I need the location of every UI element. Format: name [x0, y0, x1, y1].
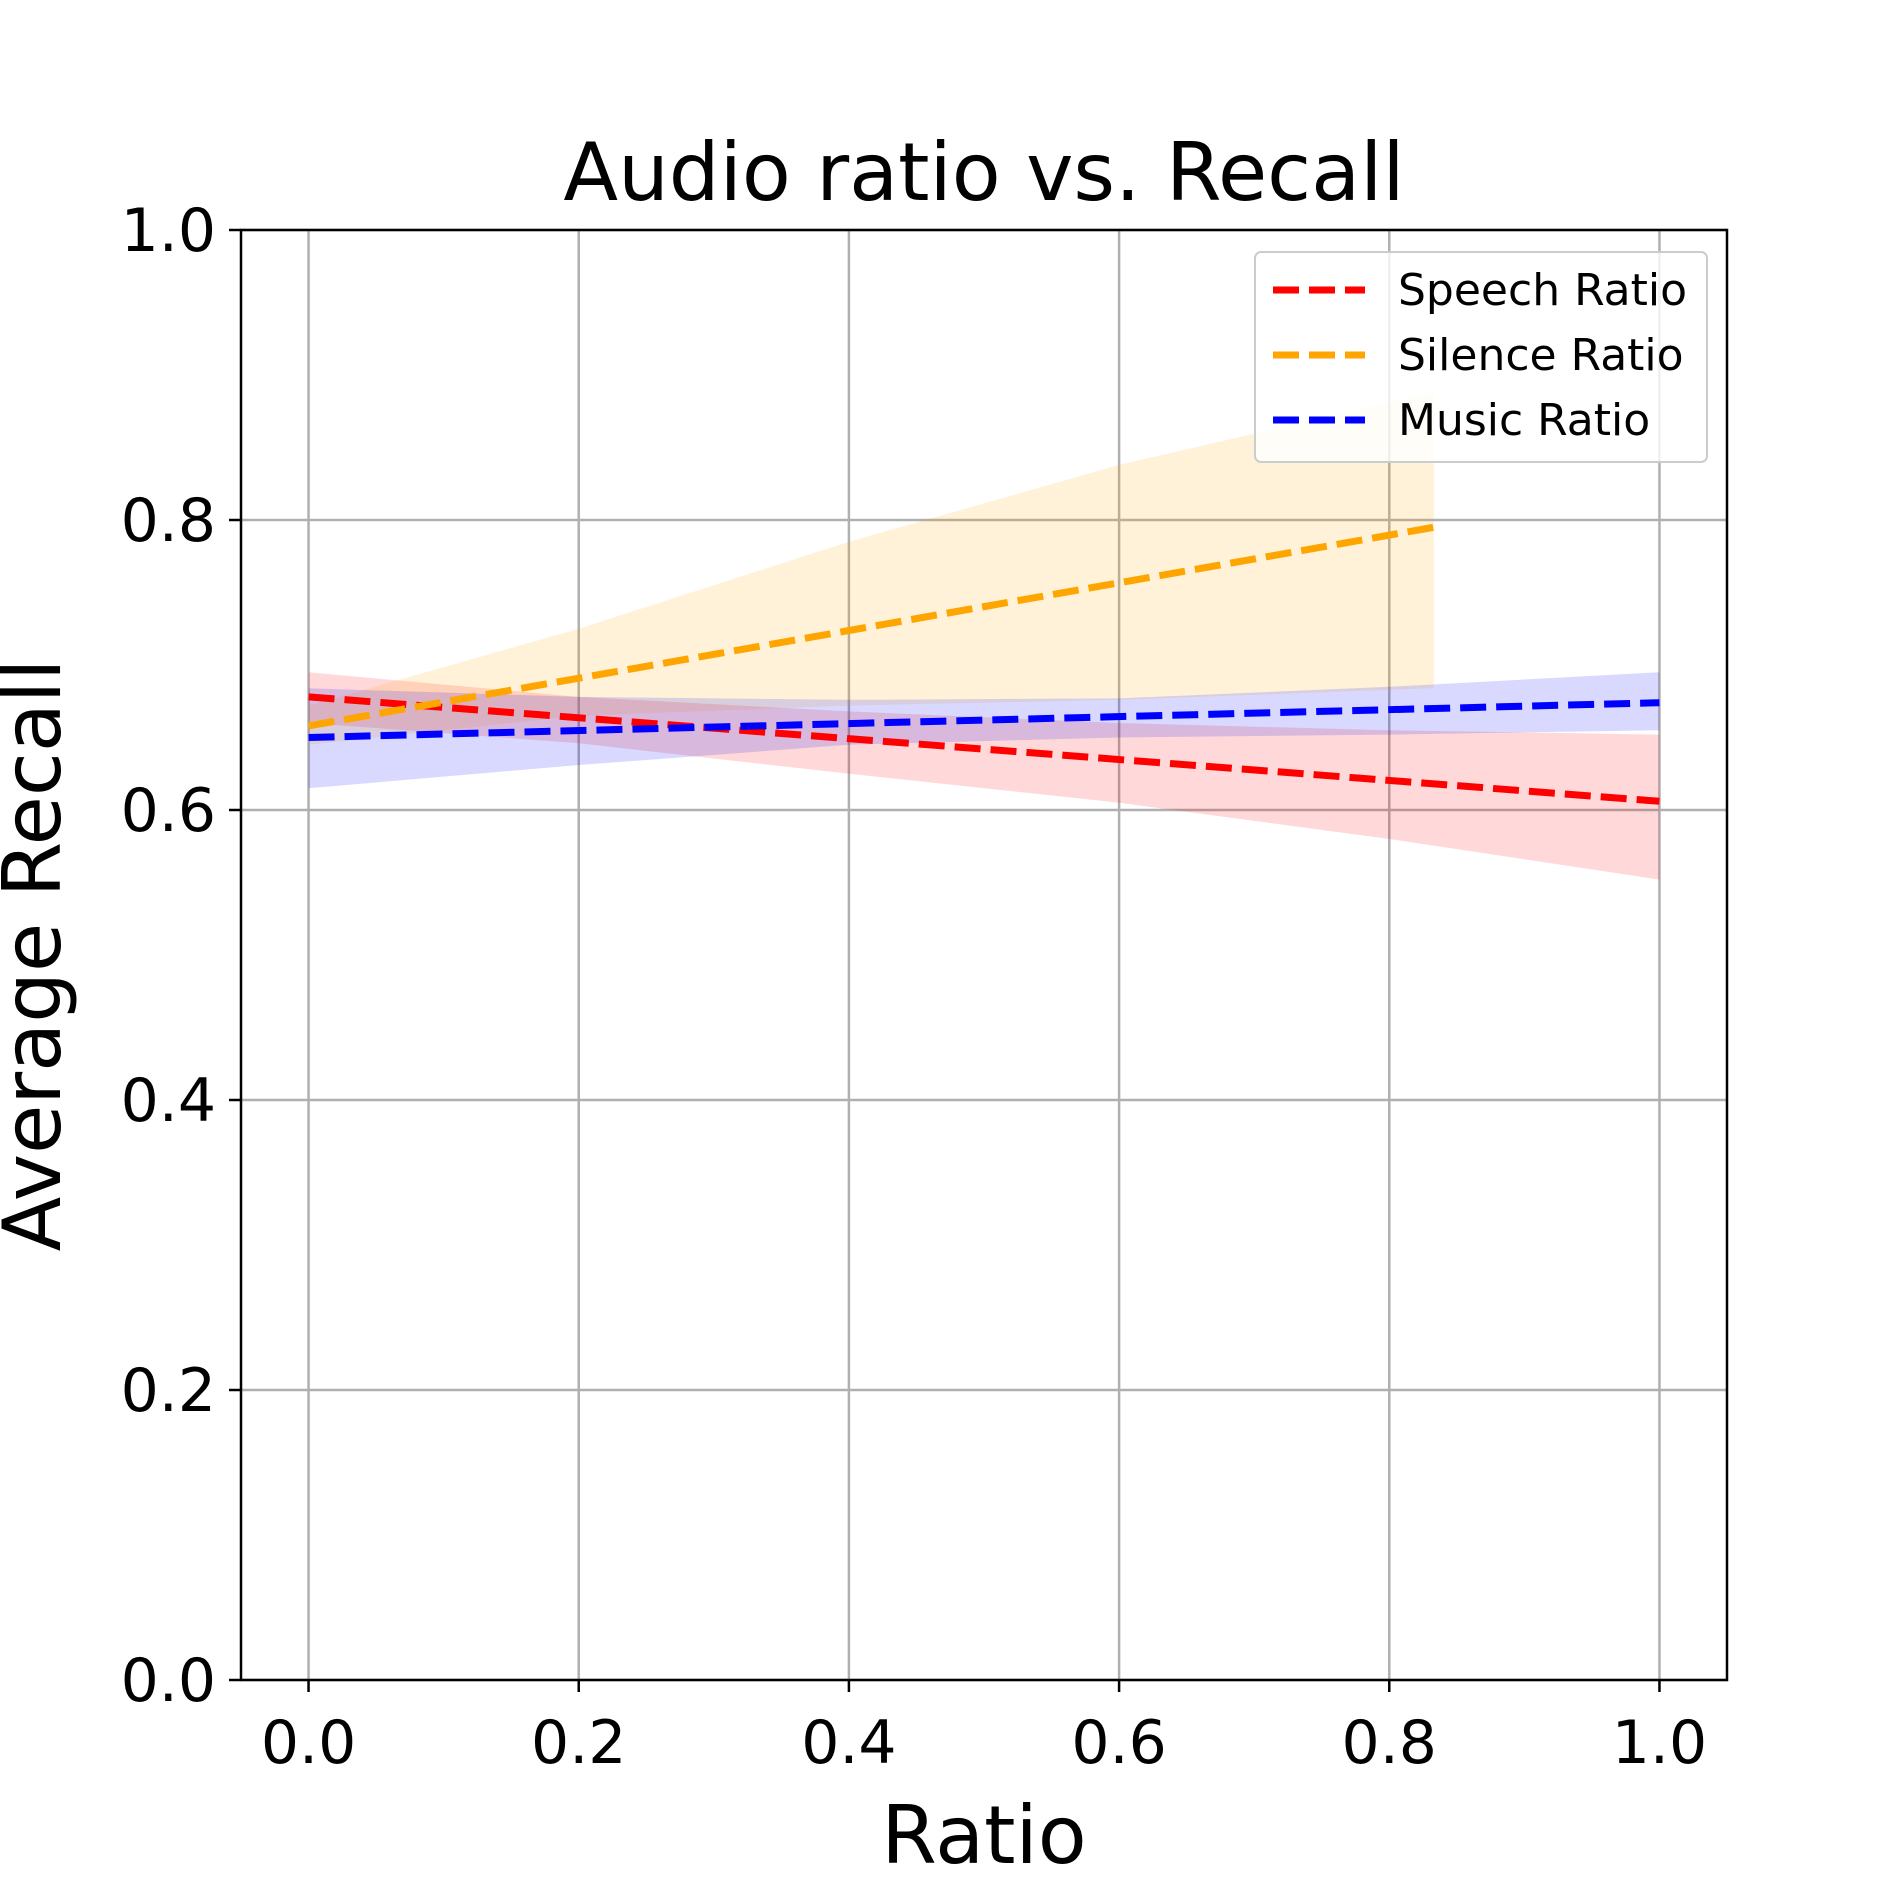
- x-tick-label: 0.0: [261, 1708, 356, 1778]
- series-lines: [307, 523, 1660, 805]
- silence-ratio-band: [308, 392, 1434, 745]
- plot-frame: [239, 228, 1729, 1682]
- y-tick-label: 0.0: [121, 1646, 216, 1716]
- silence-ratio-line: [307, 523, 1435, 730]
- x-axis-label: Ratio: [881, 1789, 1086, 1882]
- music-ratio-line: [308, 699, 1660, 741]
- y-axis-label: Average Recall: [0, 659, 79, 1252]
- y-tick-label: 0.8: [121, 486, 216, 556]
- x-tick-label: 1.0: [1612, 1708, 1707, 1778]
- legend-box: [1254, 251, 1708, 463]
- x-tick-label: 0.2: [531, 1708, 626, 1778]
- chart-title: Audio ratio vs. Recall: [563, 126, 1404, 219]
- grid: [241, 228, 1727, 1682]
- y-tick-label: 1.0: [121, 196, 216, 266]
- y-tick-label: 0.6: [121, 776, 216, 846]
- y-tick-label: 0.2: [121, 1356, 216, 1426]
- legend-label-music: Music Ratio: [1398, 395, 1650, 446]
- music-ratio-band: [308, 672, 1660, 789]
- ticks: 0.0 0.2 0.4 0.6 0.8 1.0 0.0 0.2 0.4 0.6 0.8 1.0: [121, 196, 1708, 1778]
- x-tick-label: 0.6: [1071, 1708, 1166, 1778]
- legend-label-silence: Silence Ratio: [1398, 330, 1684, 381]
- speech-ratio-line: [308, 693, 1660, 805]
- x-tick-label: 0.8: [1342, 1708, 1437, 1778]
- legend: Speech Ratio Silence Ratio Music Ratio: [1254, 251, 1708, 463]
- y-tick-label: 0.4: [121, 1066, 216, 1136]
- legend-label-speech: Speech Ratio: [1398, 265, 1687, 316]
- x-tick-label: 0.4: [801, 1708, 896, 1778]
